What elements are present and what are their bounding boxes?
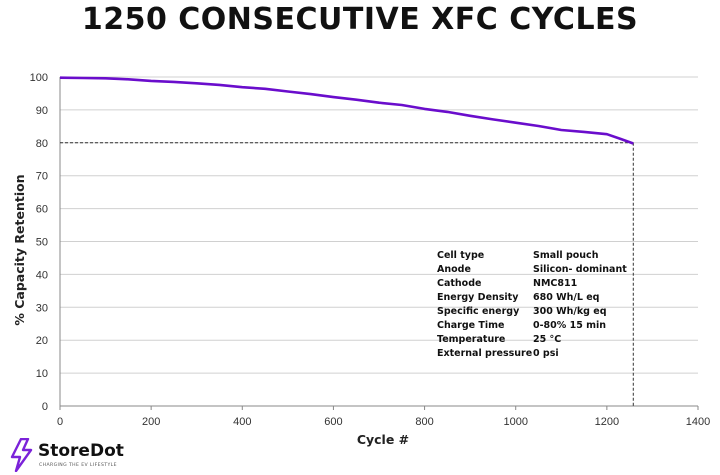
x-tick-label: 0 xyxy=(57,416,63,428)
axes xyxy=(59,77,699,410)
spec-key: Cell type xyxy=(437,250,484,261)
spec-value: Small pouch xyxy=(533,250,599,261)
y-tick-label: 50 xyxy=(36,237,48,249)
x-tick-label: 200 xyxy=(142,416,160,428)
x-tick-label: 1400 xyxy=(686,416,710,428)
spec-value: 25 °C xyxy=(533,334,561,345)
x-tick-label: 400 xyxy=(233,416,251,428)
spec-key: Cathode xyxy=(437,278,481,289)
capacity-retention-line xyxy=(59,76,634,145)
y-tick-label: 20 xyxy=(36,335,48,347)
lightning-bolt-icon xyxy=(10,438,33,472)
y-tick-label: 90 xyxy=(36,105,48,117)
spec-key: Energy Density xyxy=(437,292,519,303)
reference-lines xyxy=(60,142,634,406)
y-tick-label: 40 xyxy=(36,269,48,281)
x-tick-label: 1000 xyxy=(503,416,527,428)
spec-value: 0 psi xyxy=(533,348,559,359)
x-tick-label: 800 xyxy=(415,416,433,428)
spec-value: Silicon- dominant xyxy=(533,264,627,275)
spec-key: Temperature xyxy=(437,334,505,345)
series-group xyxy=(59,76,634,145)
storedot-logo: StoreDot CHARGING THE EV LIFESTYLE xyxy=(8,438,148,474)
spec-value: 300 Wh/kg eq xyxy=(533,306,607,317)
chart-title: 1250 CONSECUTIVE XFC CYCLES xyxy=(81,2,639,37)
x-tick-label: 600 xyxy=(324,416,342,428)
spec-value: NMC811 xyxy=(533,278,577,289)
y-tick-label: 70 xyxy=(36,171,48,183)
y-axis-label: % Capacity Retention xyxy=(12,174,27,325)
y-tick-label: 30 xyxy=(36,302,48,314)
spec-value: 0-80% 15 min xyxy=(533,320,606,331)
spec-table: Cell type Small pouch Anode Silicon- domina… xyxy=(437,250,627,359)
spec-key: External pressure xyxy=(437,348,532,359)
logo-wordmark: StoreDot xyxy=(38,441,124,461)
spec-value: 680 Wh/L eq xyxy=(533,292,599,303)
y-tick-label: 100 xyxy=(30,72,48,84)
y-tick-label: 10 xyxy=(36,368,48,380)
x-tick-label: 1200 xyxy=(595,416,619,428)
y-tick-label: 80 xyxy=(36,138,48,150)
x-axis-label: Cycle # xyxy=(357,432,409,447)
spec-key: Charge Time xyxy=(437,320,504,331)
y-tick-label: 0 xyxy=(42,401,48,413)
logo-tagline: CHARGING THE EV LIFESTYLE xyxy=(39,463,117,468)
spec-key: Anode xyxy=(437,264,471,275)
y-tick-label: 60 xyxy=(36,204,48,216)
spec-key: Specific energy xyxy=(437,306,520,317)
